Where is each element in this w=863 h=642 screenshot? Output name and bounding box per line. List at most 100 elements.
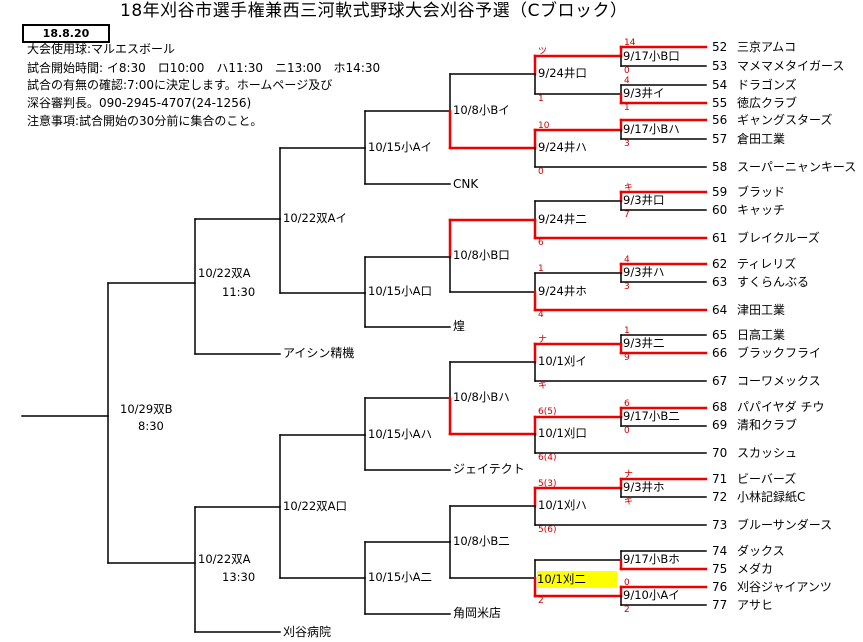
- r2-c-lines: [533, 200, 708, 240]
- r2-match-label: 9/24井二: [538, 212, 587, 226]
- seed-team: ジェイテクト: [453, 462, 525, 476]
- r2-match-label: 10/1刈ハ: [538, 498, 587, 512]
- team-name: ダックス: [737, 544, 785, 558]
- score-label: ナ: [624, 470, 634, 480]
- team-number: 58: [712, 160, 728, 174]
- team-number: 67: [712, 374, 728, 388]
- r3-a-lines: [448, 73, 537, 150]
- r1-match-label: 9/3井口: [623, 193, 665, 207]
- team-number: 71: [712, 472, 728, 486]
- team-number: 53: [712, 59, 728, 73]
- team-name: 日高工業: [737, 328, 786, 342]
- r6-bot-lines: [194, 506, 281, 633]
- r1-e-lines: [619, 262, 708, 283]
- team-number: 63: [712, 275, 728, 289]
- team-number: 72: [712, 490, 728, 504]
- r2-e-lines: [533, 342, 707, 382]
- r3-c-lines: [448, 361, 537, 436]
- final-lines: [21, 282, 196, 564]
- r4-match-label: 10/15小A口: [368, 284, 433, 298]
- r1-match-label: 9/17小Bハ: [623, 122, 680, 136]
- r4-b-lines: [364, 256, 451, 328]
- r1-f-lines: [619, 334, 708, 355]
- r1-match-label: 9/17小B二: [623, 409, 680, 423]
- score-label: 9: [624, 353, 630, 363]
- r1-b-lines: [619, 84, 708, 105]
- team-name: 刈谷ジャイアンツ: [737, 580, 832, 594]
- score-label: キ: [624, 183, 634, 193]
- team-name: ドラゴンズ: [737, 78, 797, 92]
- date-code-box: 18.8.20: [22, 24, 110, 43]
- r1-match-label: 9/3井ハ: [623, 265, 665, 279]
- seed-team: 角岡米店: [453, 606, 502, 620]
- r1-i-lines: [619, 550, 708, 571]
- score-label: キ: [624, 497, 634, 507]
- final-time: 8:30: [138, 419, 164, 433]
- team-name: スーパーニャンキース: [737, 160, 857, 174]
- score-label: 1: [538, 94, 544, 104]
- team-number: 57: [712, 132, 728, 146]
- info-line-times: 試合開始時間: イ8:30 ロ10:00 ハ11:30 ニ13:00 ホ14:3…: [27, 61, 381, 75]
- score-label: 0: [624, 426, 630, 436]
- info-line-contact: 深谷審判長。090-2945-4707(24-1256): [27, 96, 252, 110]
- team-number: 52: [712, 40, 728, 54]
- r2-match-label: 9/24井ホ: [538, 284, 587, 298]
- score-label: 7: [624, 210, 630, 220]
- score-label: 0: [624, 66, 630, 76]
- r2-h-lines: [533, 559, 623, 598]
- r3-match-label: 10/8小B二: [453, 534, 510, 548]
- team-name: コーワメックス: [737, 374, 821, 388]
- team-name: ギャングスターズ: [737, 113, 833, 127]
- team-name: ブラッド: [737, 185, 786, 199]
- r5-top-lines: [279, 147, 366, 294]
- r2-a-lines: [533, 54, 623, 95]
- score-label: ツ: [538, 47, 548, 57]
- score-label: 4: [538, 310, 544, 320]
- score-label: 0: [624, 578, 630, 588]
- team-name: ビーバーズ: [737, 472, 797, 486]
- team-name: メダカ: [737, 562, 774, 576]
- r1-match-label: 9/17小B口: [623, 49, 680, 63]
- score-label: 3: [624, 282, 630, 292]
- team-name: スカッシュ: [737, 446, 798, 460]
- r6-top-lines: [194, 218, 281, 355]
- score-label: 6: [624, 399, 630, 409]
- team-name: 清和クラブ: [737, 418, 798, 432]
- r5-bot-lines: [279, 434, 366, 579]
- r2-b-lines: [533, 128, 707, 168]
- team-number: 73: [712, 518, 728, 532]
- r1-d-lines: [619, 190, 708, 211]
- score-label: 14: [624, 38, 636, 48]
- team-name: キャッチ: [737, 203, 786, 217]
- seed-team: CNK: [453, 177, 479, 191]
- r1-match-label: 9/3井イ: [623, 86, 665, 100]
- team-number: 66: [712, 346, 728, 360]
- team-name: マメマメタイガース: [737, 59, 845, 73]
- score-label: 10: [538, 121, 550, 131]
- team-name: アサヒ: [737, 598, 774, 612]
- r1-match-label: 9/17小Bホ: [623, 552, 680, 566]
- team-number: 59: [712, 185, 728, 199]
- team-number: 70: [712, 446, 728, 460]
- team-name: ブラックフライ: [737, 346, 822, 360]
- info-line-ball: 大会使用球:マルエスボール: [27, 42, 176, 56]
- r2-match-label: 9/24井ハ: [538, 140, 587, 154]
- info-line-notes: 注意事項:試合開始の30分前に集合のこと。: [27, 114, 263, 128]
- score-label: キ: [538, 381, 548, 391]
- score-label: 0: [538, 167, 544, 177]
- seed-team: 刈谷病院: [283, 625, 332, 639]
- r2-match-label: 10/1刈口: [538, 426, 587, 440]
- team-number: 54: [712, 78, 728, 92]
- team-name: パパイヤダ チウ: [737, 400, 825, 414]
- team-number: 62: [712, 257, 728, 271]
- team-number: 64: [712, 303, 728, 317]
- team-name: ティレリズ: [737, 257, 797, 271]
- r1-match-label: 9/3井ホ: [623, 480, 665, 494]
- r4-match-label: 10/15小Aハ: [368, 427, 433, 441]
- score-label: 6(5): [538, 407, 557, 417]
- team-name: ブレイクルーズ: [737, 231, 820, 245]
- r2-match-label-highlighted: 10/1刈二: [537, 571, 617, 588]
- r1-c-lines: [619, 118, 708, 140]
- r2-f-lines: [533, 415, 707, 454]
